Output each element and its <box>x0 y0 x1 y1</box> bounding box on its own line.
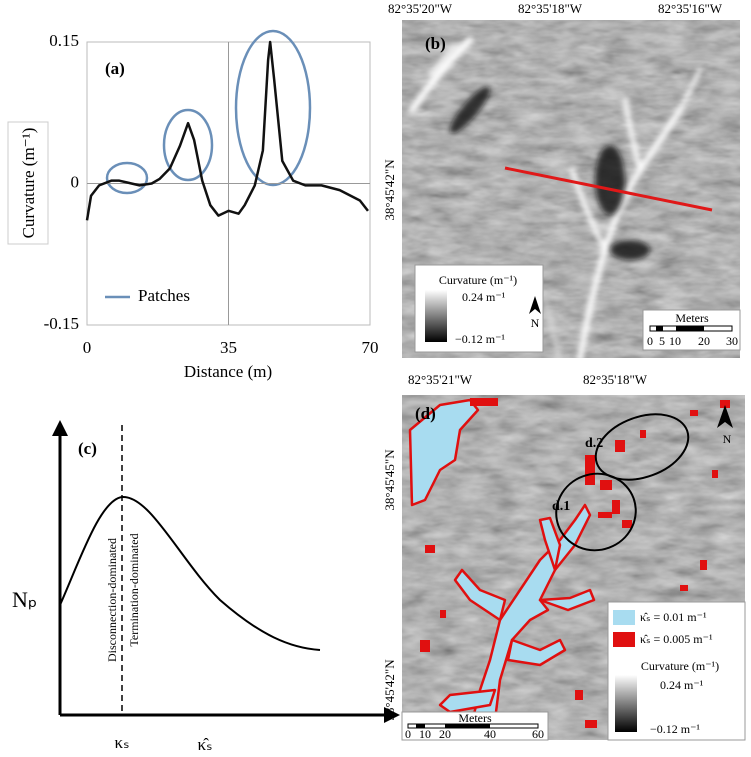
y-tick-label: -0.15 <box>44 314 79 333</box>
scale-label: 40 <box>484 727 496 741</box>
y-label-box <box>7 121 49 245</box>
longitude-label: 82°35'21"W <box>408 372 473 387</box>
panel-label: (c) <box>78 439 97 458</box>
panel-a: Curvature (m⁻¹) Distance (m) (a) Patches… <box>7 29 379 381</box>
legend-low: −0.12 m⁻¹ <box>650 722 700 736</box>
x-tick-label: 70 <box>362 338 379 357</box>
x-axis-label: Distance (m) <box>184 362 272 381</box>
scale-label: 60 <box>532 727 544 741</box>
scale-label: 20 <box>439 727 451 741</box>
annotation: Termination-dominated <box>127 533 141 646</box>
profile-line <box>504 166 713 212</box>
patch-ellipse <box>162 108 214 182</box>
concept-curve <box>59 495 321 651</box>
legend-title: Curvature (m⁻¹) <box>439 273 517 287</box>
legend-high: 0.24 m⁻¹ <box>462 290 506 304</box>
scale-label: 10 <box>419 727 431 741</box>
panel-b: (b) 82°35'20"W 82°35'18"W 82°35'16"W 38°… <box>382 1 741 358</box>
annotation: Disconnection-dominated <box>105 538 119 662</box>
scale-bar <box>656 326 663 331</box>
longitude-label: 82°35'20"W <box>388 1 453 16</box>
legend-label: κ̂ₛ = 0.01 m⁻¹ <box>640 610 707 624</box>
latitude-label: 38°45'42"N <box>382 159 397 221</box>
scale-label: 0 <box>647 334 653 348</box>
color-bar <box>615 675 637 732</box>
scale-title: Meters <box>675 311 709 325</box>
panel-label: (b) <box>425 34 446 53</box>
north-arrow <box>529 296 541 314</box>
scale-label: 30 <box>726 334 738 348</box>
x-tick-label: 35 <box>220 338 237 357</box>
longitude-label: 82°35'18"W <box>583 372 648 387</box>
legend-title: Curvature (m⁻¹) <box>641 659 719 673</box>
y-tick-label: 0.15 <box>49 31 79 50</box>
scale-bar <box>416 724 425 728</box>
panel-c: (c) Nₚ κₛ κ̂ₛ Disconnection-dominated Te… <box>12 420 400 754</box>
legend-label: Patches <box>138 286 190 305</box>
color-bar <box>425 290 447 342</box>
y-axis-label: Curvature (m⁻¹) <box>19 128 38 239</box>
y-axis-label: Nₚ <box>12 587 37 612</box>
north-label: N <box>723 432 732 446</box>
latitude-label: 38°45'45"N <box>382 449 397 511</box>
curvature-line <box>85 40 369 221</box>
patch-ellipse <box>105 161 149 195</box>
legend-swatch <box>613 610 635 625</box>
axis-arrow <box>384 707 400 723</box>
x-axis-label: κ̂ₛ <box>198 735 213 754</box>
zone-label: d.2 <box>585 436 603 451</box>
panel-label: (a) <box>105 59 125 78</box>
scale-bar <box>445 724 490 728</box>
panel-d: (d) d.1 d.2 82°35'21"W 82°35'18"W 38°45'… <box>382 372 746 741</box>
zone-ellipse <box>555 472 637 552</box>
scale-bar <box>676 326 704 331</box>
scale-label: 0 <box>405 727 411 741</box>
scale-label: 5 <box>659 334 665 348</box>
zone-label: d.1 <box>552 499 570 514</box>
scale-label: 20 <box>698 334 710 348</box>
axis-arrow <box>52 420 68 436</box>
legend-high: 0.24 m⁻¹ <box>660 678 704 692</box>
scale-label: 10 <box>669 334 681 348</box>
latitude-label: 38°45'42"N <box>382 659 397 721</box>
scale-title: Meters <box>458 711 492 725</box>
panel-label: (d) <box>415 404 436 423</box>
north-label: N <box>531 316 540 330</box>
y-tick-label: 0 <box>71 172 80 191</box>
patch-ellipse <box>234 29 312 187</box>
legend-low: −0.12 m⁻¹ <box>455 332 505 346</box>
x-tick-label: κₛ <box>115 733 130 752</box>
north-arrow <box>717 405 733 428</box>
legend-label: κ̂ₛ = 0.005 m⁻¹ <box>640 632 713 646</box>
x-tick-label: 0 <box>83 338 92 357</box>
zone-ellipse <box>594 413 690 481</box>
legend-swatch <box>613 632 635 647</box>
longitude-label: 82°35'16"W <box>658 1 723 16</box>
longitude-label: 82°35'18"W <box>518 1 583 16</box>
